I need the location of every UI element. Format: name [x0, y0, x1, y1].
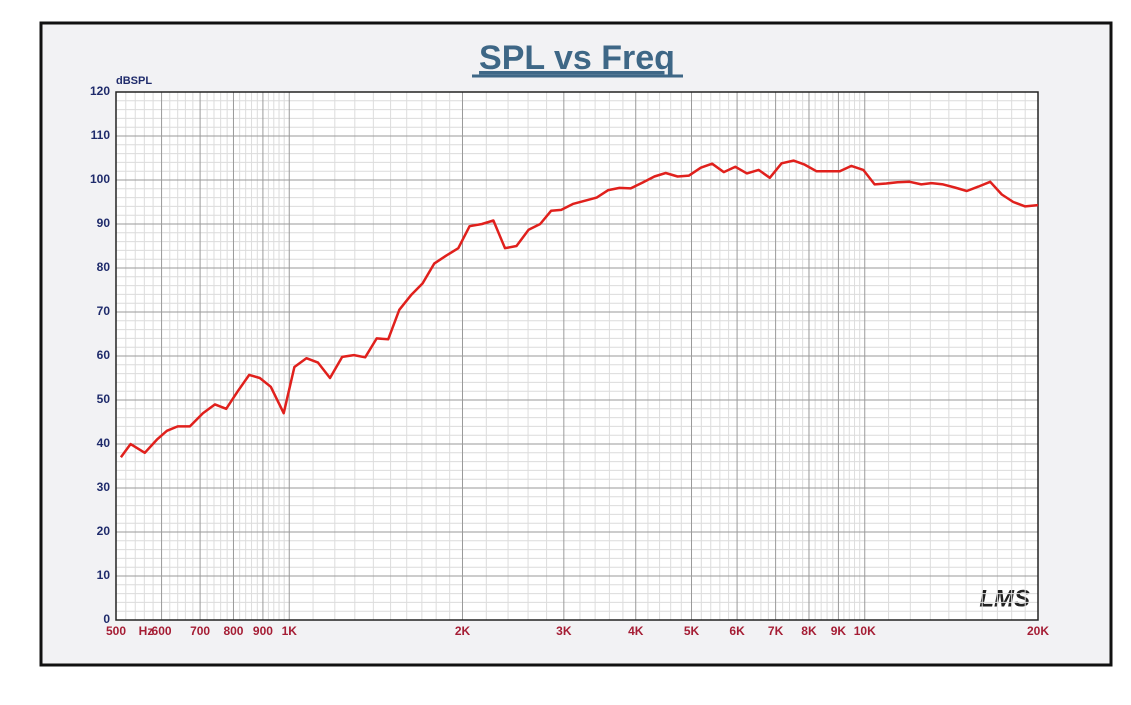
- y-tick-label: 90: [97, 216, 111, 230]
- y-tick-label: 100: [90, 172, 110, 186]
- y-tick-label: 50: [97, 392, 111, 406]
- y-tick-label: 110: [91, 128, 111, 142]
- y-tick-label: 60: [97, 348, 111, 362]
- x-tick-label: 800: [223, 624, 243, 638]
- x-tick-label: 500: [106, 624, 126, 638]
- y-tick-label: 30: [97, 480, 111, 494]
- y-tick-label: 80: [97, 260, 111, 274]
- y-tick-label: 20: [97, 524, 111, 538]
- x-tick-label: 9K: [831, 624, 847, 638]
- line-series: [119, 159, 1039, 458]
- x-tick-label: 1K: [282, 624, 298, 638]
- x-tick-label: 7K: [768, 624, 784, 638]
- x-tick-label: 4K: [628, 624, 644, 638]
- x-tick-label: 700: [190, 624, 210, 638]
- x-tick-label: 3K: [556, 624, 572, 638]
- y-tick-label: 10: [97, 568, 111, 582]
- x-axis-label: Hz: [139, 624, 154, 638]
- x-tick-label: 2K: [455, 624, 471, 638]
- y-tick-label: 70: [97, 304, 111, 318]
- x-tick-label: 8K: [801, 624, 817, 638]
- y-tick-label: 0: [103, 612, 110, 626]
- watermark: LMS: [979, 585, 1030, 612]
- y-axis-label: dBSPL: [116, 75, 152, 87]
- x-tick-label: 900: [253, 624, 273, 638]
- x-tick-label: 20K: [1027, 624, 1049, 638]
- y-tick-label: 40: [97, 436, 111, 450]
- chart-title: SPL vs Freq: [479, 39, 675, 77]
- plot-border: [115, 91, 1039, 621]
- x-tick-label: 10K: [854, 624, 876, 638]
- x-tick-label: 6K: [729, 624, 745, 638]
- x-tick-label: 5K: [684, 624, 700, 638]
- y-tick-label: 120: [90, 84, 110, 98]
- x-tick-label: 600: [152, 624, 172, 638]
